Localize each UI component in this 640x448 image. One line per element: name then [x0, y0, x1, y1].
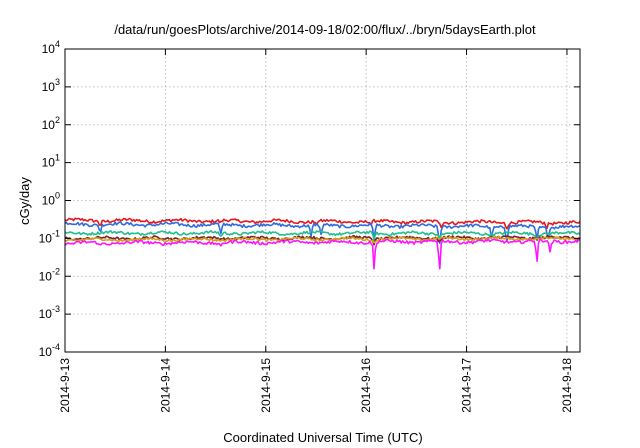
series-line — [64, 235, 581, 244]
x-tick-label: 2014-9-14 — [158, 358, 172, 413]
x-tick-labels: 2014-9-13 2014-9-14 2014-9-15 2014-9-16 2014… — [58, 358, 574, 413]
chart-title: /data/run/goesPlots/archive/2014-09-18/0… — [114, 22, 536, 37]
y-tick-label: 10-2 — [39, 266, 60, 283]
y-tick-label: 10-3 — [39, 304, 60, 321]
x-tick-label: 2014-9-15 — [259, 358, 273, 413]
y-tick-label: 104 — [42, 39, 60, 56]
x-axis-label: Coordinated Universal Time (UTC) — [223, 430, 422, 445]
x-tick-label: 2014-9-13 — [58, 358, 72, 413]
y-tick-label: 102 — [42, 115, 60, 132]
y-tick-label: 101 — [42, 153, 60, 170]
x-tick-label: 2014-9-16 — [359, 358, 373, 413]
series-line — [64, 230, 581, 242]
grid-lines — [65, 49, 580, 352]
series-lines — [64, 217, 581, 270]
y-axis-label: cGy/day — [17, 177, 32, 225]
series-line — [64, 221, 581, 244]
y-tick-label: 103 — [42, 77, 60, 94]
x-tick-label: 2014-9-17 — [460, 358, 474, 413]
axis-ticks — [64, 48, 580, 353]
y-tick-labels: 10-4 10-3 10-2 10-1 100 101 102 103 104 — [39, 39, 60, 359]
series-line — [64, 238, 581, 270]
series-line — [64, 217, 581, 230]
y-tick-label: 10-1 — [39, 228, 60, 245]
y-tick-label: 10-4 — [39, 342, 60, 359]
y-tick-label: 100 — [42, 191, 60, 208]
x-tick-label: 2014-9-18 — [560, 358, 574, 413]
